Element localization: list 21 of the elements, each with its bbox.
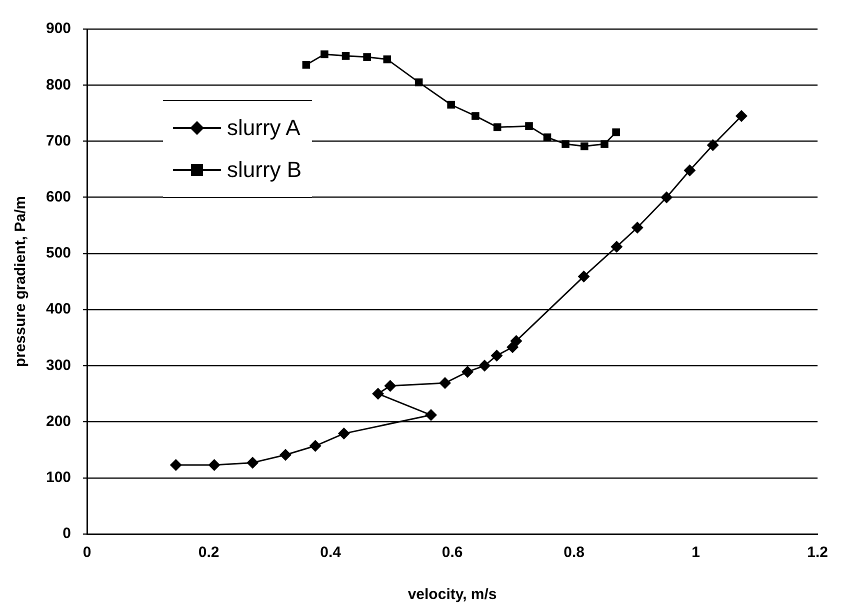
legend-label: slurry A [227, 115, 300, 141]
x-tick-label: 0.4 [320, 544, 342, 562]
y-tick-label: 600 [46, 188, 72, 206]
legend-label: slurry B [227, 157, 302, 183]
y-tick-label: 400 [46, 300, 72, 318]
x-tick-label: 1.2 [807, 544, 828, 562]
x-tick-label: 1 [692, 544, 700, 562]
y-tick-label: 700 [46, 132, 72, 150]
x-tick-label: 0.8 [564, 544, 584, 562]
x-tick-label: 0 [82, 544, 92, 562]
y-tick-label: 500 [46, 244, 72, 262]
y-tick-label: 0 [62, 525, 72, 542]
y-tick-label: 800 [46, 76, 72, 94]
x-axis-title: velocity, m/s [408, 586, 497, 604]
y-axis-title: pressure gradient, Pa/m [12, 196, 30, 367]
y-tick-label: 100 [46, 469, 72, 486]
y-tick-label: 900 [46, 20, 72, 38]
x-tick-label: 0.2 [198, 544, 220, 562]
x-tick-label: 0.6 [442, 544, 463, 562]
y-tick-label: 300 [46, 356, 72, 374]
y-tick-label: 200 [46, 412, 72, 430]
